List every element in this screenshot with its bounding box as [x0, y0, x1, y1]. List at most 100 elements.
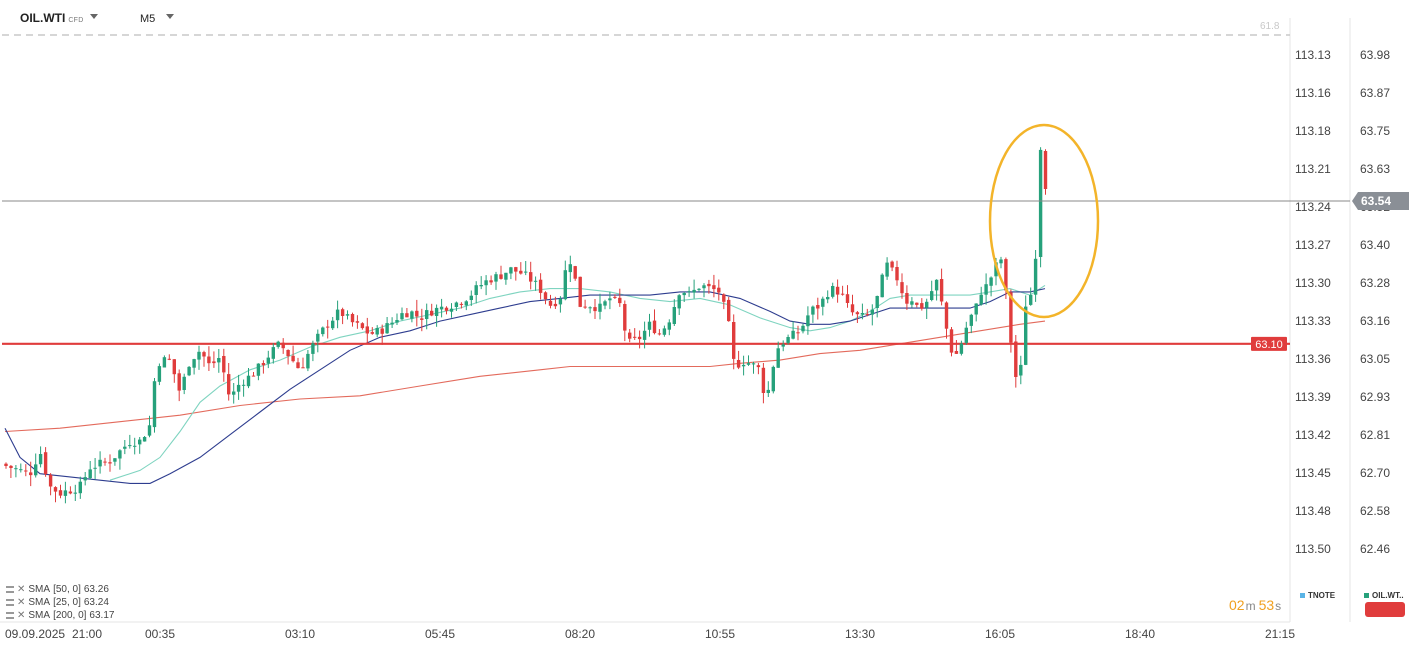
- time-axis-tick-label: 08:20: [565, 627, 595, 641]
- top-dashed-label: 61.8: [1260, 21, 1280, 32]
- candle-body: [1004, 259, 1008, 291]
- secondary-axis-tick-label: 113.48: [1295, 504, 1331, 518]
- time-axis-tick-label: 16:05: [985, 627, 1015, 641]
- candle-body: [855, 312, 860, 315]
- timeframe-chevron-down-icon[interactable]: [166, 14, 174, 19]
- candle-body: [781, 344, 785, 347]
- candle-body: [920, 303, 924, 309]
- candle-body: [246, 375, 251, 387]
- candle-body: [806, 315, 810, 327]
- candle-body: [637, 336, 642, 340]
- candle-body: [1019, 364, 1023, 376]
- tnote-label: TNOTE: [1308, 591, 1336, 600]
- sell-indicator-button[interactable]: [1365, 602, 1405, 617]
- candle-body: [266, 357, 270, 364]
- time-axis-tick-label: 18:40: [1125, 627, 1155, 641]
- instrument-tnote[interactable]: TNOTE: [1300, 591, 1335, 600]
- candle-body: [944, 302, 949, 329]
- candle-body: [687, 291, 691, 293]
- symbol-chevron-down-icon[interactable]: [90, 14, 98, 19]
- secondary-axis-tick-label: 113.13: [1295, 48, 1331, 62]
- sma-50-value: 63.26: [83, 584, 109, 595]
- candle-body: [261, 363, 266, 366]
- timeframe-selector[interactable]: M5: [140, 13, 156, 25]
- legend-row-sma-25[interactable]: ✕ SMA [25, 0] 63.24: [6, 596, 114, 609]
- candle-body: [1024, 306, 1028, 365]
- candle-body: [984, 284, 988, 295]
- candle-body: [538, 279, 543, 293]
- candle-body: [24, 470, 28, 472]
- candle-body: [821, 298, 825, 307]
- sma-25-settings-icon[interactable]: [6, 599, 14, 606]
- candle-body: [885, 262, 889, 277]
- candle-body: [697, 288, 701, 290]
- candle-body: [1014, 341, 1018, 377]
- candle-body: [251, 375, 256, 377]
- candle-body: [717, 287, 721, 293]
- horizontal-line-group[interactable]: 63.10: [2, 336, 1290, 351]
- horizontal-level-badge: [1251, 336, 1287, 351]
- candle-body: [801, 325, 805, 332]
- secondary-axis-tick-label: 113.50: [1295, 542, 1331, 556]
- sma-200-close-icon[interactable]: ✕: [17, 610, 26, 621]
- time-axis-tick-label: 03:10: [285, 627, 315, 641]
- candle-body: [345, 314, 350, 316]
- candle-body: [746, 363, 751, 365]
- candle-body: [286, 350, 290, 357]
- primary-axis-tick-label: 62.46: [1360, 542, 1390, 556]
- candle-body: [420, 318, 424, 320]
- candle-countdown-timer: 02m 53s: [1229, 597, 1284, 613]
- sma-25-line: [109, 284, 1046, 481]
- sma-50-settings-icon[interactable]: [6, 586, 14, 593]
- time-axis-tick-label: 00:35: [145, 627, 175, 641]
- secondary-axis-tick-label: 113.18: [1295, 124, 1331, 138]
- instrument-oil-wti[interactable]: OIL.WT..: [1364, 591, 1404, 600]
- candle-body: [484, 280, 488, 286]
- candle-body: [628, 332, 632, 339]
- candle-body: [241, 384, 246, 386]
- primary-axis-tick-label: 62.70: [1360, 466, 1390, 480]
- candle-body: [316, 333, 320, 342]
- candle-body: [494, 274, 498, 282]
- sma-50-close-icon[interactable]: ✕: [17, 584, 26, 595]
- chart-toolbar: OIL.WTI CFD M5: [0, 0, 1290, 34]
- candle-body: [692, 289, 696, 293]
- candle-body: [939, 279, 944, 302]
- candle-body: [598, 303, 602, 312]
- candle-body: [147, 425, 152, 436]
- candle-body: [558, 298, 563, 305]
- sma-200-label: SMA: [28, 610, 51, 621]
- candle-body: [831, 286, 835, 297]
- candle-body: [672, 307, 676, 324]
- candle-body: [227, 374, 231, 395]
- sma-200-params: [200, 0]: [53, 610, 87, 621]
- candle-body: [48, 474, 53, 487]
- legend-row-sma-50[interactable]: ✕ SMA [50, 0] 63.26: [6, 583, 114, 596]
- candle-body: [182, 376, 186, 390]
- candle-body: [732, 322, 736, 359]
- candle-body: [454, 302, 459, 307]
- secondary-axis-tick-label: 113.33: [1295, 314, 1331, 328]
- candle-body: [954, 351, 959, 354]
- candle-body: [647, 321, 652, 330]
- sma-25-close-icon[interactable]: ✕: [17, 597, 26, 608]
- secondary-axis-tick-label: 113.36: [1295, 352, 1331, 366]
- secondary-axis: 113.13 113.16 113.18 113.21 113.24 113.27 113.…: [1295, 48, 1331, 556]
- symbol-selector[interactable]: OIL.WTI CFD: [20, 11, 84, 25]
- primary-axis-tick-label: 62.58: [1360, 504, 1390, 518]
- candle-body: [365, 326, 369, 334]
- candle-body: [875, 296, 879, 308]
- candle-body: [573, 266, 577, 279]
- candle-body: [880, 274, 884, 298]
- timer-seconds-unit: s: [1275, 599, 1282, 613]
- time-axis-tick-label: 10:55: [705, 627, 735, 641]
- candle-body: [1033, 258, 1038, 295]
- legend-row-sma-200[interactable]: ✕ SMA [200, 0] 63.17: [6, 609, 114, 622]
- candle-body: [524, 271, 528, 273]
- sma-200-settings-icon[interactable]: [6, 612, 14, 619]
- candlesticks: [4, 147, 1048, 504]
- candle-body: [964, 327, 968, 343]
- candle-body: [519, 270, 523, 274]
- candle-body: [469, 295, 473, 300]
